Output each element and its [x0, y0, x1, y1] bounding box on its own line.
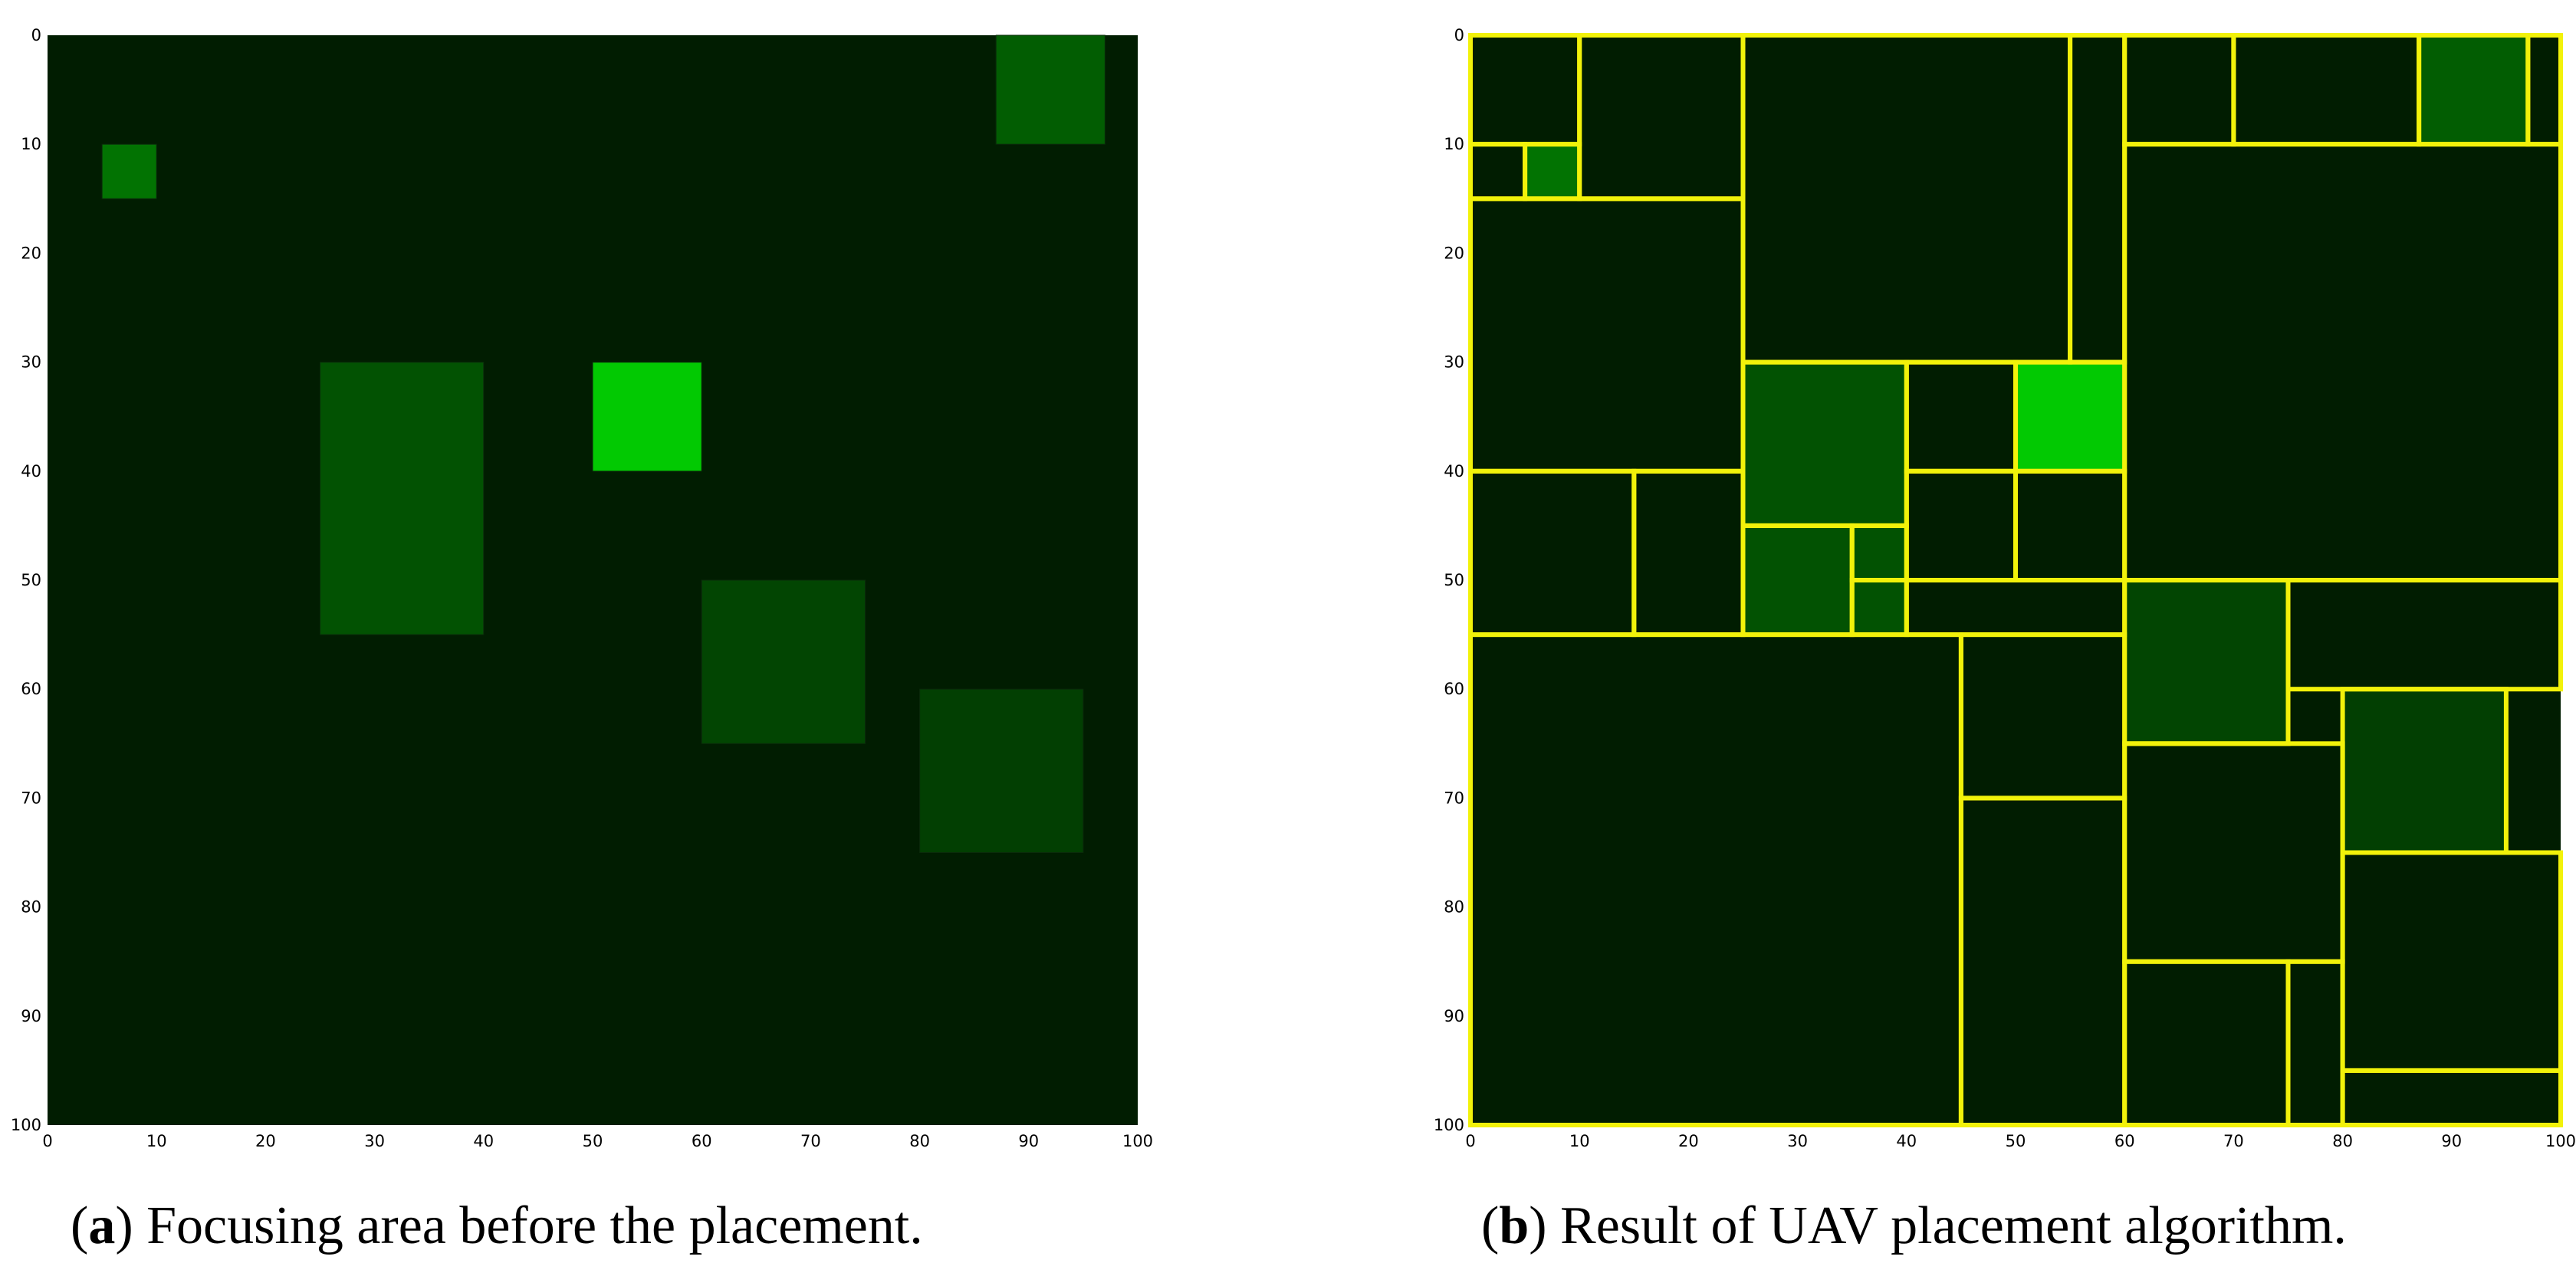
intensity-region-3 [592, 362, 702, 472]
caption-b-open: ( [1481, 1196, 1500, 1255]
x-tick-label-0: 0 [42, 1132, 52, 1150]
intensity-region-5 [919, 688, 1084, 854]
x-tick-label-0: 0 [1465, 1132, 1475, 1150]
y-tick-label-40: 40 [1444, 462, 1464, 481]
y-tick-label-80: 80 [1444, 898, 1464, 917]
caption-a-label: a [88, 1196, 116, 1255]
y-tick-label-0: 0 [1454, 26, 1464, 44]
uav-cell-outline-32 [2285, 959, 2345, 1127]
y-tick-label-60: 60 [21, 680, 41, 698]
x-tick-label-10: 10 [146, 1132, 167, 1150]
y-tick-label-10: 10 [1444, 135, 1464, 153]
x-tick-label-100: 100 [1122, 1132, 1153, 1150]
caption-b-label: b [1499, 1196, 1530, 1255]
panel-a-chart: 0 10 20 30 40 50 60 70 80 90 100010203040506070809… [11, 26, 1153, 1150]
x-tick-label-60: 60 [692, 1132, 712, 1150]
caption-a-open: ( [71, 1196, 89, 1255]
y-tick-label-30: 30 [1444, 353, 1464, 372]
x-tick-label-30: 30 [364, 1132, 385, 1150]
x-tick-label-40: 40 [473, 1132, 494, 1150]
x-tick-label-40: 40 [1896, 1132, 1917, 1150]
x-tick-label-100: 100 [2545, 1132, 2576, 1150]
intensity-region-2 [1743, 362, 1907, 527]
intensity-region-3 [1743, 525, 1853, 635]
y-tick-label-20: 20 [1444, 244, 1464, 262]
x-tick-label-50: 50 [2006, 1132, 2026, 1150]
intensity-region-0 [2418, 34, 2528, 145]
y-tick-label-0: 0 [31, 26, 41, 44]
y-tick-label-90: 90 [1444, 1007, 1464, 1025]
x-tick-label-10: 10 [1569, 1132, 1590, 1150]
y-tick-label-80: 80 [21, 898, 41, 917]
intensity-region-1 [101, 143, 157, 199]
y-tick-label-90: 90 [21, 1007, 41, 1025]
y-tick-label-10: 10 [21, 135, 41, 153]
uav-cell-outline-33 [2340, 1068, 2564, 1128]
caption-b: (b) Result of UAV placement algorithm. [1481, 1196, 2347, 1257]
intensity-region-1 [1524, 143, 1580, 199]
caption-a-text: ) Focusing area before the placement. [115, 1196, 923, 1255]
y-tick-label-20: 20 [21, 244, 41, 262]
y-tick-label-100: 100 [1434, 1116, 1464, 1134]
x-tick-label-20: 20 [255, 1132, 276, 1150]
x-tick-label-80: 80 [909, 1132, 930, 1150]
y-tick-label-60: 60 [1444, 680, 1464, 698]
intensity-region-2 [320, 362, 485, 635]
x-tick-label-20: 20 [1678, 1132, 1699, 1150]
panel-b-chart: 0 10 20 30 40 50 60 70 80 90 100010203040506070809… [1434, 26, 2576, 1150]
y-tick-label-50: 50 [21, 571, 41, 589]
x-tick-label-90: 90 [2441, 1132, 2462, 1150]
y-tick-label-40: 40 [21, 462, 41, 481]
y-tick-label-50: 50 [1444, 571, 1464, 589]
x-tick-label-30: 30 [1787, 1132, 1808, 1150]
caption-a: (a) Focusing area before the placement. [71, 1196, 923, 1257]
y-tick-label-70: 70 [1444, 789, 1464, 807]
x-tick-label-90: 90 [1018, 1132, 1039, 1150]
intensity-region-4 [701, 579, 866, 744]
intensity-region-5 [2015, 362, 2125, 472]
intensity-region-7 [2342, 688, 2507, 854]
intensity-region-6 [2124, 579, 2288, 744]
intensity-region-0 [995, 34, 1106, 145]
y-tick-label-100: 100 [11, 1116, 41, 1134]
x-tick-label-70: 70 [800, 1132, 821, 1150]
y-tick-label-70: 70 [21, 789, 41, 807]
x-tick-label-60: 60 [2114, 1132, 2135, 1150]
plot-area-background [48, 35, 1138, 1125]
x-tick-label-50: 50 [583, 1132, 603, 1150]
y-tick-label-30: 30 [21, 353, 41, 372]
caption-b-text: ) Result of UAV placement algorithm. [1529, 1196, 2347, 1255]
x-tick-label-70: 70 [2223, 1132, 2244, 1150]
x-tick-label-80: 80 [2332, 1132, 2353, 1150]
